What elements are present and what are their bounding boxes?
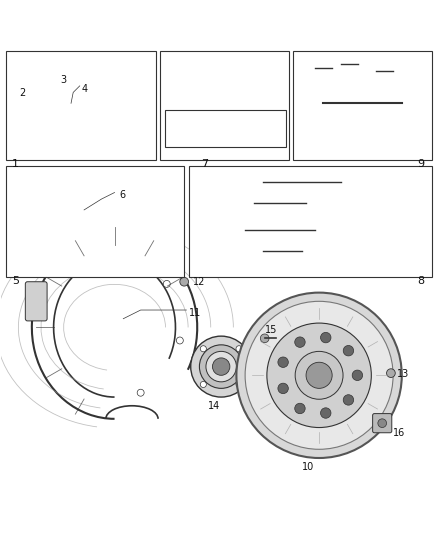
Circle shape bbox=[44, 235, 50, 241]
Circle shape bbox=[24, 119, 31, 126]
Circle shape bbox=[300, 198, 312, 209]
Circle shape bbox=[343, 395, 353, 405]
Text: 11: 11 bbox=[188, 308, 201, 318]
Circle shape bbox=[249, 198, 259, 208]
Circle shape bbox=[296, 245, 308, 257]
Text: 2: 2 bbox=[19, 88, 25, 98]
Circle shape bbox=[180, 135, 185, 141]
Circle shape bbox=[331, 65, 338, 72]
Text: 8: 8 bbox=[417, 276, 424, 286]
Circle shape bbox=[24, 89, 31, 96]
Circle shape bbox=[180, 277, 188, 286]
Ellipse shape bbox=[107, 214, 122, 240]
Circle shape bbox=[321, 333, 331, 343]
Circle shape bbox=[245, 301, 393, 449]
Circle shape bbox=[260, 334, 269, 343]
Circle shape bbox=[232, 168, 241, 177]
Circle shape bbox=[24, 104, 31, 111]
Text: 13: 13 bbox=[397, 369, 410, 379]
Text: 5: 5 bbox=[12, 276, 19, 286]
Circle shape bbox=[200, 382, 206, 387]
Ellipse shape bbox=[104, 210, 125, 245]
FancyBboxPatch shape bbox=[373, 414, 392, 433]
Circle shape bbox=[257, 176, 268, 187]
Ellipse shape bbox=[53, 103, 68, 130]
FancyBboxPatch shape bbox=[207, 67, 266, 78]
Ellipse shape bbox=[87, 103, 102, 130]
FancyBboxPatch shape bbox=[406, 88, 424, 118]
Circle shape bbox=[267, 323, 371, 427]
Circle shape bbox=[387, 369, 395, 377]
Circle shape bbox=[257, 246, 268, 257]
Circle shape bbox=[236, 346, 242, 352]
Bar bbox=[165, 110, 286, 147]
Text: 16: 16 bbox=[393, 429, 405, 439]
Bar bbox=[6, 51, 156, 160]
Circle shape bbox=[200, 346, 206, 352]
Circle shape bbox=[278, 357, 288, 367]
Circle shape bbox=[278, 383, 288, 394]
Circle shape bbox=[137, 389, 144, 396]
Circle shape bbox=[404, 97, 417, 110]
Circle shape bbox=[237, 293, 402, 458]
Circle shape bbox=[212, 358, 230, 375]
Circle shape bbox=[343, 345, 353, 356]
FancyBboxPatch shape bbox=[25, 282, 47, 321]
FancyBboxPatch shape bbox=[226, 119, 242, 140]
Circle shape bbox=[357, 61, 364, 68]
FancyBboxPatch shape bbox=[46, 203, 131, 256]
Text: 4: 4 bbox=[82, 84, 88, 94]
FancyBboxPatch shape bbox=[210, 90, 272, 117]
Circle shape bbox=[321, 408, 331, 418]
Text: 12: 12 bbox=[193, 277, 205, 287]
Text: 7: 7 bbox=[201, 158, 209, 168]
FancyBboxPatch shape bbox=[202, 119, 218, 140]
Circle shape bbox=[206, 351, 237, 382]
Circle shape bbox=[133, 237, 140, 244]
Bar bbox=[6, 166, 184, 277]
FancyBboxPatch shape bbox=[200, 63, 272, 94]
FancyBboxPatch shape bbox=[45, 132, 110, 149]
Circle shape bbox=[177, 337, 184, 344]
Text: 10: 10 bbox=[302, 462, 314, 472]
Circle shape bbox=[306, 362, 332, 389]
Circle shape bbox=[295, 351, 343, 399]
Bar bbox=[160, 51, 289, 160]
Circle shape bbox=[236, 382, 242, 387]
Text: 1: 1 bbox=[12, 158, 19, 168]
Text: 14: 14 bbox=[208, 401, 220, 411]
FancyBboxPatch shape bbox=[179, 119, 194, 140]
FancyBboxPatch shape bbox=[47, 92, 113, 140]
Bar bbox=[293, 51, 432, 160]
Circle shape bbox=[295, 403, 305, 414]
Text: 3: 3 bbox=[60, 75, 66, 85]
Text: 15: 15 bbox=[265, 325, 277, 335]
Circle shape bbox=[295, 337, 305, 348]
Circle shape bbox=[170, 128, 177, 135]
Circle shape bbox=[64, 85, 70, 91]
Circle shape bbox=[191, 336, 252, 397]
Circle shape bbox=[378, 419, 387, 427]
Circle shape bbox=[352, 370, 363, 381]
Bar bbox=[188, 166, 432, 277]
Circle shape bbox=[308, 97, 321, 110]
Circle shape bbox=[392, 67, 399, 74]
Circle shape bbox=[199, 345, 243, 389]
Circle shape bbox=[239, 223, 251, 236]
Text: 9: 9 bbox=[417, 158, 424, 168]
Circle shape bbox=[44, 213, 50, 220]
Circle shape bbox=[163, 280, 170, 287]
Text: 6: 6 bbox=[119, 190, 125, 200]
